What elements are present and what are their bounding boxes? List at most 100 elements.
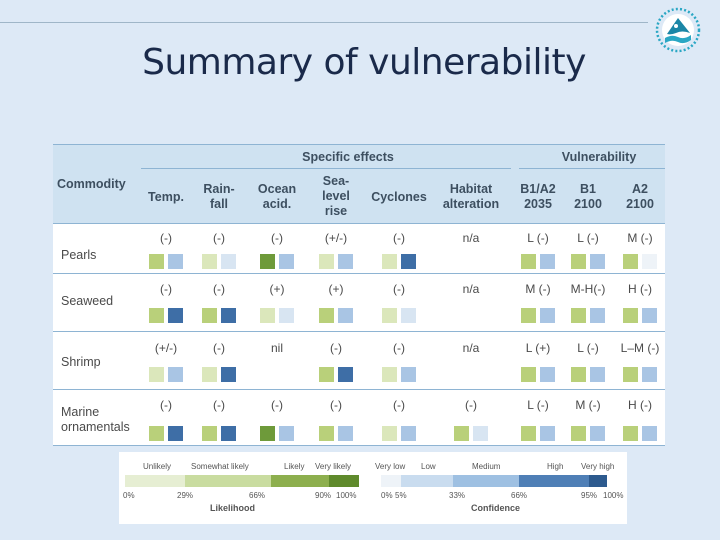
table-header-background	[53, 144, 665, 223]
header-b1-2100: B1 2100	[574, 182, 602, 211]
confidence-tick: 5%	[395, 491, 407, 500]
cell-value: (-)	[393, 282, 405, 296]
header-a2-2100: A2 2100	[626, 182, 654, 211]
likelihood-swatch	[521, 426, 536, 441]
confidence-label: Very high	[581, 462, 615, 471]
confidence-swatch	[338, 367, 353, 382]
confidence-label: High	[547, 462, 564, 471]
confidence-swatch	[168, 426, 183, 441]
table-top-border	[53, 144, 665, 145]
slide-title: Summary of vulnerability	[142, 42, 586, 83]
header-b1a2-2035: B1/A2 2035	[520, 182, 556, 211]
confidence-swatch	[473, 426, 488, 441]
confidence-swatch	[221, 426, 236, 441]
confidence-bar-segment	[519, 475, 589, 487]
likelihood-tick: 90%	[315, 491, 332, 500]
likelihood-swatch	[319, 367, 334, 382]
likelihood-tick: 29%	[177, 491, 194, 500]
header-vulnerability: Vulnerability	[561, 150, 637, 164]
cell-value: L (-)	[577, 341, 599, 355]
commodity-label: Pearls	[61, 248, 97, 262]
confidence-swatch	[168, 367, 183, 382]
likelihood-label: Likely	[284, 462, 305, 471]
table-bottom-border	[53, 445, 665, 446]
likelihood-swatch	[382, 426, 397, 441]
confidence-swatch	[540, 308, 555, 323]
header-bottom-border	[53, 223, 665, 224]
cell-value: L (-)	[577, 231, 599, 245]
confidence-label: Very low	[375, 462, 406, 471]
likelihood-tick: 66%	[249, 491, 266, 500]
likelihood-label: Very likely	[315, 462, 352, 471]
cell-value: (-)	[160, 398, 172, 412]
likelihood-swatch	[319, 308, 334, 323]
confidence-swatch	[279, 254, 294, 269]
confidence-title: Confidence	[471, 503, 521, 513]
cell-value: (-)	[213, 341, 225, 355]
cell-value: (+/-)	[154, 341, 178, 355]
cell-value: (-)	[160, 282, 172, 296]
confidence-swatch	[168, 308, 183, 323]
likelihood-swatch	[623, 308, 638, 323]
cell-value: (-)	[213, 398, 225, 412]
likelihood-bar-segment	[125, 475, 185, 487]
legend-panel: Unlikely Somewhat likely Likely Very likely…	[119, 452, 627, 524]
cell-value: M (-)	[525, 282, 551, 296]
header-rule	[0, 22, 648, 23]
likelihood-label: Somewhat likely	[191, 462, 249, 471]
confidence-swatch	[221, 367, 236, 382]
header-habitat-alteration: Habitat alteration	[442, 182, 500, 211]
logo-icon	[655, 7, 701, 53]
header-specific-effects: Specific effects	[302, 150, 394, 164]
likelihood-swatch	[319, 426, 334, 441]
confidence-tick: 0%	[381, 491, 393, 500]
confidence-swatch	[338, 308, 353, 323]
row-divider	[53, 273, 665, 274]
confidence-swatch	[642, 308, 657, 323]
commodity-label: Seaweed	[61, 294, 114, 308]
likelihood-swatch	[571, 254, 586, 269]
likelihood-swatch	[202, 308, 217, 323]
cell-value: (-)	[330, 398, 342, 412]
cell-value: (-)	[213, 282, 225, 296]
confidence-swatch	[279, 426, 294, 441]
likelihood-swatch	[571, 308, 586, 323]
likelihood-swatch	[149, 367, 164, 382]
likelihood-swatch	[149, 308, 164, 323]
cell-value: H (-)	[628, 282, 652, 296]
confidence-swatch	[338, 426, 353, 441]
vulnerability-underline	[519, 168, 665, 169]
likelihood-swatch	[202, 254, 217, 269]
confidence-swatch	[401, 254, 416, 269]
cell-value: H (-)	[628, 398, 652, 412]
confidence-swatch	[590, 254, 605, 269]
likelihood-bar-segment	[185, 475, 271, 487]
confidence-swatch	[401, 426, 416, 441]
row-divider	[53, 331, 665, 332]
header-cyclones: Cyclones	[371, 190, 427, 204]
likelihood-label: Unlikely	[143, 462, 172, 471]
likelihood-swatch	[382, 308, 397, 323]
likelihood-swatch	[623, 426, 638, 441]
cell-value: M (-)	[575, 398, 601, 412]
cell-value: L (-)	[527, 398, 549, 412]
likelihood-tick: 0%	[123, 491, 135, 500]
confidence-swatch	[590, 308, 605, 323]
cell-value: (+)	[269, 282, 285, 296]
confidence-swatch	[540, 367, 555, 382]
confidence-label: Medium	[472, 462, 501, 471]
cell-value: L–M (-)	[620, 341, 660, 355]
confidence-swatch	[540, 426, 555, 441]
confidence-swatch	[642, 254, 657, 269]
confidence-swatch	[168, 254, 183, 269]
confidence-bar-segment	[589, 475, 607, 487]
confidence-tick: 95%	[581, 491, 598, 500]
confidence-swatch	[642, 426, 657, 441]
confidence-swatch	[590, 367, 605, 382]
cell-value: nil	[270, 341, 283, 355]
cell-value: (-)	[213, 231, 225, 245]
cell-value: M-H(-)	[570, 282, 606, 296]
likelihood-swatch	[521, 367, 536, 382]
commodity-label: Marine ornamentals	[61, 405, 130, 434]
cell-value: n/a	[462, 231, 480, 245]
